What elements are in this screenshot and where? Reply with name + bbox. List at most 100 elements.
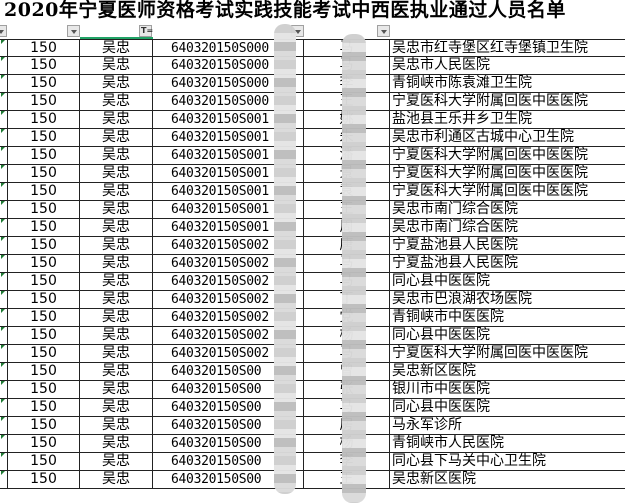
cell-unit[interactable]: 吴忠市南门综合医院 [392,219,518,235]
row-marker[interactable] [0,40,8,57]
cell-score[interactable]: 150 [8,183,80,200]
cell-city[interactable]: 吴忠 [80,255,153,272]
cell-id[interactable]: 640320150S002 [153,291,304,308]
cell-city[interactable]: 吴忠 [80,471,153,488]
cell-city[interactable]: 吴忠 [80,165,153,182]
cell-id[interactable]: 640320150S002 [153,273,304,290]
cell-score[interactable]: 150 [8,399,80,416]
row-marker[interactable] [0,183,8,200]
cell-city[interactable]: 吴忠 [80,93,153,110]
row-marker[interactable] [0,273,8,290]
cell-unit[interactable]: 同心县中医医院 [392,273,490,289]
cell-score[interactable]: 150 [8,219,80,236]
cell-city[interactable]: 吴忠 [80,417,153,434]
cell-id[interactable]: 640320150S001 [153,183,304,200]
row-marker[interactable] [0,417,8,434]
row-marker[interactable] [0,75,8,92]
cell-id[interactable]: 640320150S002 [153,237,304,254]
row-marker[interactable] [0,345,8,362]
row-marker[interactable] [0,381,8,398]
cell-city[interactable]: 吴忠 [80,399,153,416]
row-marker[interactable] [0,201,8,218]
cell-unit[interactable]: 吴忠新区医院 [392,471,476,487]
row-marker[interactable] [0,471,8,488]
cell-score[interactable]: 150 [8,291,80,308]
row-marker[interactable] [0,57,8,74]
cell-id[interactable]: 640320150S00 [153,363,304,380]
cell-unit[interactable]: 宁夏医科大学附属回医中医医院 [392,183,588,199]
cell-city[interactable]: 吴忠 [80,183,153,200]
row-marker[interactable] [0,93,8,110]
cell-city[interactable]: 吴忠 [80,273,153,290]
cell-id[interactable]: 640320150S001 [153,111,304,128]
row-marker[interactable] [0,453,8,470]
cell-score[interactable]: 150 [8,273,80,290]
cell-score[interactable]: 150 [8,309,80,326]
row-marker[interactable] [0,147,8,164]
filter-dropdown-col-a[interactable] [0,25,7,37]
cell-unit[interactable]: 吴忠市人民医院 [392,57,490,73]
row-marker[interactable] [0,237,8,254]
row-marker[interactable] [0,363,8,380]
row-marker[interactable] [0,219,8,236]
cell-city[interactable]: 吴忠 [80,435,153,452]
cell-id[interactable]: 640320150S002 [153,345,304,362]
cell-unit[interactable]: 同心县下马关中心卫生院 [392,453,546,469]
cell-city[interactable]: 吴忠 [80,201,153,218]
cell-unit[interactable]: 马永军诊所 [392,417,462,433]
cell-city[interactable]: 吴忠 [80,147,153,164]
cell-city[interactable]: 吴忠 [80,345,153,362]
cell-city[interactable]: 吴忠 [80,129,153,146]
cell-id[interactable]: 640320150S000 [153,57,304,74]
cell-score[interactable]: 150 [8,93,80,110]
cell-unit[interactable]: 吴忠市红寺堡区红寺堡镇卫生院 [392,40,588,56]
cell-id[interactable]: 640320150S00 [153,471,304,488]
cell-city[interactable]: 吴忠 [80,309,153,326]
cell-score[interactable]: 150 [8,471,80,488]
cell-score[interactable]: 150 [8,111,80,128]
row-marker[interactable] [0,165,8,182]
cell-city[interactable]: 吴忠 [80,237,153,254]
cell-id[interactable]: 640320150S00 [153,381,304,398]
cell-unit[interactable]: 吴忠市利通区古城中心卫生院 [392,129,574,145]
row-marker[interactable] [0,255,8,272]
cell-id[interactable]: 640320150S002 [153,255,304,272]
cell-unit[interactable]: 宁夏盐池县人民医院 [392,237,518,253]
cell-city[interactable]: 吴忠 [80,75,153,92]
cell-id[interactable]: 640320150S00 [153,399,304,416]
cell-id[interactable]: 640320150S00 [153,417,304,434]
cell-city[interactable]: 吴忠 [80,327,153,344]
cell-city[interactable]: 吴忠 [80,40,153,57]
cell-score[interactable]: 150 [8,237,80,254]
row-marker[interactable] [0,399,8,416]
row-marker[interactable] [0,435,8,452]
cell-score[interactable]: 150 [8,129,80,146]
cell-score[interactable]: 150 [8,327,80,344]
cell-city[interactable]: 吴忠 [80,453,153,470]
row-marker[interactable] [0,309,8,326]
cell-unit[interactable]: 同心县中医医院 [392,399,490,415]
cell-id[interactable]: 640320150S00 [153,435,304,452]
filter-dropdown-col-e[interactable] [377,25,390,37]
cell-id[interactable]: 640320150S000 [153,93,304,110]
cell-unit[interactable]: 吴忠新区医院 [392,363,476,379]
cell-score[interactable]: 150 [8,75,80,92]
cell-id[interactable]: 640320150S001 [153,219,304,236]
cell-score[interactable]: 150 [8,363,80,380]
cell-score[interactable]: 150 [8,57,80,74]
cell-score[interactable]: 150 [8,435,80,452]
cell-id[interactable]: 640320150S00 [153,453,304,470]
cell-unit[interactable]: 宁夏盐池县人民医院 [392,255,518,271]
cell-city[interactable]: 吴忠 [80,381,153,398]
cell-unit[interactable]: 银川市中医医院 [392,381,490,397]
cell-unit[interactable]: 吴忠市南门综合医院 [392,201,518,217]
cell-unit[interactable]: 吴忠市巴浪湖农场医院 [392,291,532,307]
cell-id[interactable]: 640320150S002 [153,327,304,344]
cell-id[interactable]: 640320150S001 [153,129,304,146]
cell-score[interactable]: 150 [8,345,80,362]
cell-unit[interactable]: 宁夏医科大学附属回医中医医院 [392,147,588,163]
cell-score[interactable]: 150 [8,453,80,470]
cell-score[interactable]: 150 [8,255,80,272]
filter-active-icon-col-c[interactable] [139,25,153,37]
cell-score[interactable]: 150 [8,201,80,218]
